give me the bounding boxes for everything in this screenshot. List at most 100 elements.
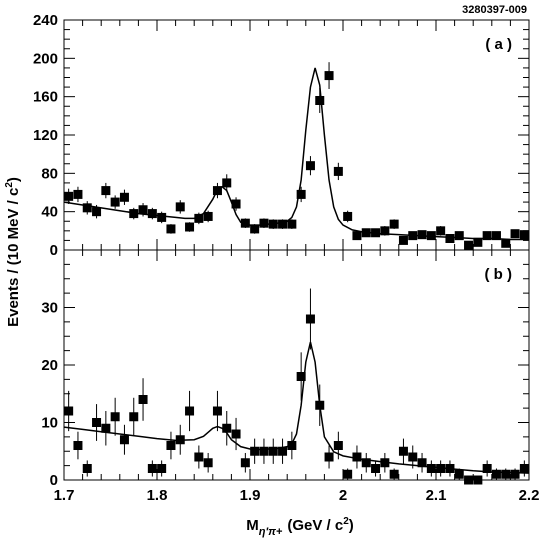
data-point-a [287, 219, 297, 229]
data-point-b [464, 475, 474, 485]
data-point-a [491, 231, 501, 241]
data-point-a [64, 191, 74, 201]
data-point-a [278, 219, 288, 229]
data-point-b [473, 475, 483, 485]
data-point-a [129, 209, 139, 219]
data-point-b [194, 452, 204, 462]
data-point-a [510, 229, 520, 239]
data-point-a [352, 231, 362, 241]
data-point-b [82, 464, 92, 473]
data-point-b [129, 412, 139, 422]
data-point-a [138, 205, 148, 215]
data-point-a [110, 197, 120, 207]
data-point-a [92, 207, 102, 217]
data-point-b [333, 441, 343, 450]
data-point-b [315, 400, 325, 410]
y-tick-label-a: 240 [33, 12, 58, 29]
panel-b-frame [63, 249, 530, 481]
data-point-b [268, 446, 278, 456]
y-axis-title: Events / (10 MeV / c2) [4, 177, 22, 327]
x-tick-label-b: 2.2 [519, 487, 540, 504]
data-point-b [175, 435, 185, 445]
y-tick-label-b: 30 [41, 300, 58, 317]
data-point-a [82, 203, 92, 213]
data-point-a [194, 213, 204, 223]
x-tick-label-b: 1.8 [147, 487, 168, 504]
data-point-b [305, 314, 315, 324]
data-point-a [212, 186, 222, 196]
y-tick-label-b: 20 [41, 357, 58, 374]
data-point-a [473, 237, 483, 247]
data-point-b [212, 406, 222, 416]
data-point-b [110, 412, 120, 422]
data-point-b [482, 464, 492, 473]
data-point-b [519, 464, 529, 473]
data-point-a [408, 231, 418, 241]
data-point-a [222, 178, 232, 188]
data-point-a [380, 226, 390, 236]
fit-curve-b [63, 341, 530, 474]
data-point-b [64, 406, 74, 416]
data-point-a [185, 222, 195, 232]
x-axis-title: Mη′π+ (GeV / c2) [246, 516, 354, 538]
data-point-a [157, 212, 167, 222]
data-point-b [445, 464, 455, 473]
data-point-a [259, 218, 269, 228]
y-tick-label-a: 0 [50, 242, 58, 259]
data-point-b [278, 446, 288, 456]
data-point-a [268, 219, 278, 229]
data-point-a [315, 96, 325, 105]
data-point-a [296, 189, 306, 199]
y-tick-label-a: 40 [41, 204, 58, 221]
x-tick-label-b: 2.1 [426, 487, 447, 504]
data-point-b [296, 372, 306, 381]
data-point-a [333, 166, 343, 176]
data-point-b [185, 406, 195, 416]
y-tick-label-a: 80 [41, 165, 58, 182]
panel-b: 1.7 1.8 1.9 2 2.1 2.2 0 10 20 30 [41, 249, 540, 504]
data-point-a [147, 209, 157, 219]
data-point-a [166, 224, 176, 234]
y-tick-label-b: 0 [50, 472, 58, 489]
panel-label-b: ( b ) [485, 266, 513, 283]
data-point-a [436, 226, 446, 236]
data-point-b [501, 469, 511, 479]
data-point-b [426, 464, 436, 473]
data-point-b [436, 464, 446, 473]
data-point-a [519, 230, 529, 240]
data-point-b [231, 429, 241, 439]
x-tick-label-b: 2 [339, 487, 347, 504]
data-point-b [324, 452, 334, 462]
y-tick-label-a: 120 [33, 127, 58, 144]
data-point-b [343, 469, 353, 479]
data-point-a [426, 231, 436, 241]
data-point-a [454, 231, 464, 241]
data-point-b [454, 469, 464, 479]
data-point-a [371, 228, 381, 238]
data-point-b [92, 418, 102, 427]
data-point-b [101, 423, 111, 433]
data-point-a [398, 235, 408, 245]
data-point-b [166, 441, 176, 450]
x-tick-label-b: 1.7 [54, 487, 75, 504]
data-point-b [389, 469, 399, 479]
data-point-b [73, 441, 83, 450]
data-point-a [417, 230, 427, 240]
data-point-b [147, 464, 157, 473]
data-point-a [389, 219, 399, 229]
data-point-a [203, 211, 213, 221]
data-point-b [408, 452, 418, 462]
data-point-a [101, 186, 111, 196]
data-point-b [259, 446, 269, 456]
data-point-a [231, 199, 241, 209]
data-point-a [119, 192, 129, 202]
y-tick-label-a: 200 [33, 50, 58, 67]
data-point-b [417, 458, 427, 468]
y-tick-label-b: 10 [41, 415, 58, 432]
data-point-b [203, 458, 213, 468]
data-point-a [240, 218, 250, 228]
data-point-b [361, 458, 371, 468]
data-point-b [491, 469, 501, 479]
y-tick-label-a: 160 [33, 89, 58, 106]
